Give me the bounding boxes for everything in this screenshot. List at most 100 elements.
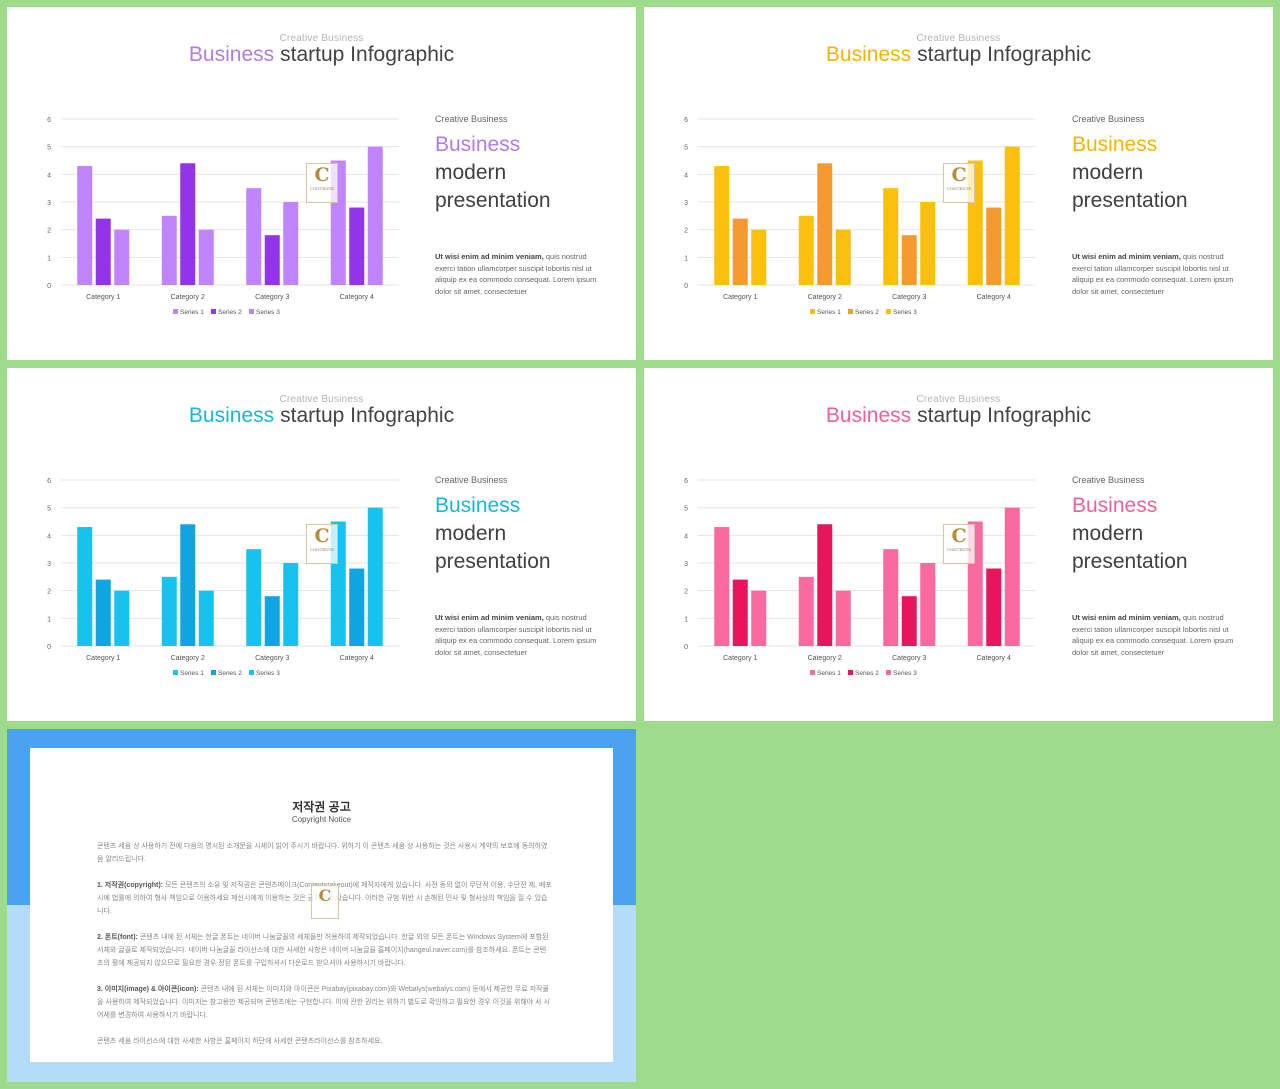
- legend-label: Series 1: [817, 309, 841, 316]
- y-tick-label: 6: [684, 117, 688, 124]
- legend-label: Series 3: [893, 309, 917, 316]
- legend-label: Series 2: [218, 309, 242, 316]
- legend-label: Series 2: [855, 670, 879, 677]
- y-tick-label: 4: [47, 172, 51, 179]
- y-tick-label: 1: [47, 255, 51, 262]
- legend-label: Series 1: [817, 670, 841, 677]
- x-tick-label: Category 2: [808, 294, 842, 301]
- legend-label: Series 1: [180, 309, 204, 316]
- title-accent: Business: [188, 404, 275, 427]
- bar-chart: 0 1 2 3 4 5 6 Category 1 Category 2 Category 3 Cat…: [684, 117, 1036, 316]
- body-rest: quis nostrud exerci tation ullamcorper s…: [1072, 613, 1234, 657]
- legend-label: Series 3: [256, 309, 280, 316]
- title-accent: Business: [188, 43, 275, 66]
- side-heading-accent: Business: [1072, 494, 1158, 517]
- y-tick-label: 1: [684, 616, 688, 623]
- section-3-text: 콘텐츠 내에 된 서체는 이미지와 아이콘은 Pixabay(pixabay.c…: [97, 986, 550, 1019]
- slide-purple: Creative Business Business startup Infogr…: [7, 7, 636, 360]
- watermark-text: CONTENTS: [946, 186, 972, 191]
- x-tick-label: Category 4: [977, 655, 1011, 662]
- title-rest: startup Infographic: [280, 43, 455, 66]
- bar: [920, 563, 936, 646]
- bar: [883, 188, 899, 285]
- bar: [283, 202, 299, 285]
- legend-swatch: [211, 670, 216, 675]
- side-kicker: Creative Business: [435, 114, 508, 124]
- side-heading: modern presentation: [435, 520, 551, 576]
- bar: [1004, 146, 1020, 285]
- bar: [798, 576, 814, 646]
- side-heading-accent: Business: [435, 494, 521, 517]
- side-heading-line2: presentation: [435, 550, 551, 573]
- section-1-heading: 1. 저작권(copyright):: [97, 882, 163, 889]
- copyright-section-2: 2. 폰트(font): 콘텐츠 내에 된 서체는 한글 폰트는 네이버 나눔글…: [97, 931, 552, 970]
- watermark-logo: C CONTENTS: [943, 524, 975, 564]
- copyright-body: 콘텐츠 세움 상 사용하기 전에 다음의 명시된 소개문을 시세이 읽어 주시기…: [97, 840, 552, 1061]
- legend-swatch: [249, 670, 254, 675]
- x-tick-label: Category 4: [340, 294, 374, 301]
- y-tick-label: 4: [47, 533, 51, 540]
- body-rest: quis nostrud exerci tation ullamcorper s…: [435, 252, 597, 296]
- x-tick-label: Category 1: [723, 294, 757, 301]
- bar: [283, 563, 299, 646]
- bar: [751, 590, 767, 646]
- bar: [714, 527, 730, 646]
- bar: [246, 549, 262, 646]
- x-tick-label: Category 2: [171, 655, 205, 662]
- watermark-logo: C CONTENTS: [306, 163, 338, 203]
- y-tick-label: 0: [47, 644, 51, 651]
- slide-pink: Creative Business Business startup Infogr…: [644, 368, 1273, 721]
- legend-swatch: [211, 309, 216, 314]
- watermark-letter: C: [951, 164, 967, 186]
- watermark-logo: C CONTENTS: [306, 524, 338, 564]
- side-heading-accent: Business: [1072, 133, 1158, 156]
- bar: [180, 163, 196, 285]
- legend-swatch: [173, 309, 178, 314]
- y-tick-label: 2: [47, 589, 51, 596]
- bar: [161, 215, 177, 285]
- slide-kicker: Creative Business: [916, 33, 1001, 44]
- y-tick-label: 4: [684, 172, 688, 179]
- slide-title: Business startup Infographic: [644, 404, 1273, 428]
- x-tick-label: Category 4: [340, 655, 374, 662]
- legend-swatch: [249, 309, 254, 314]
- bar-chart: 0 1 2 3 4 5 6 Category 1 Category 2 Category 3 Cat…: [47, 117, 399, 316]
- side-kicker: Creative Business: [1072, 475, 1145, 485]
- side-heading-line2: presentation: [1072, 550, 1188, 573]
- watermark-letter: C: [318, 886, 332, 905]
- body-bold: Ut wisi enim ad minim veniam,: [435, 613, 544, 622]
- bar: [198, 229, 214, 285]
- y-tick-label: 0: [47, 283, 51, 290]
- legend-swatch: [886, 309, 891, 314]
- y-tick-label: 5: [47, 145, 51, 152]
- y-tick-label: 0: [684, 644, 688, 651]
- x-tick-label: Category 3: [892, 655, 926, 662]
- y-tick-label: 3: [684, 200, 688, 207]
- side-body-text: Ut wisi enim ad minim veniam, quis nostr…: [435, 612, 597, 658]
- y-tick-label: 2: [684, 589, 688, 596]
- x-tick-label: Category 1: [86, 655, 120, 662]
- side-heading-line1: modern: [435, 522, 507, 545]
- legend-label: Series 2: [855, 309, 879, 316]
- copyright-slide: 저작권 공고 Copyright Notice 콘텐츠 세움 상 사용하기 전에…: [7, 729, 636, 1082]
- body-rest: quis nostrud exerci tation ullamcorper s…: [435, 613, 597, 657]
- body-bold: Ut wisi enim ad minim veniam,: [435, 252, 544, 261]
- title-rest: startup Infographic: [917, 43, 1092, 66]
- title-rest: startup Infographic: [917, 404, 1092, 427]
- bar: [835, 229, 851, 285]
- copyright-card: 저작권 공고 Copyright Notice 콘텐츠 세움 상 사용하기 전에…: [30, 748, 613, 1062]
- x-tick-label: Category 2: [808, 655, 842, 662]
- y-tick-label: 6: [47, 478, 51, 485]
- bar-chart: 0 1 2 3 4 5 6 Category 1 Category 2 Category 3 Cat…: [47, 478, 399, 677]
- y-tick-label: 0: [684, 283, 688, 290]
- side-kicker: Creative Business: [435, 475, 508, 485]
- slide-yellow: Creative Business Business startup Infogr…: [644, 7, 1273, 360]
- copyright-title: 저작권 공고: [292, 800, 351, 814]
- side-body-text: Ut wisi enim ad minim veniam, quis nostr…: [1072, 251, 1234, 297]
- watermark-letter: C: [314, 525, 330, 547]
- bar-chart: 0 1 2 3 4 5 6 Category 1 Category 2 Category 3 Cat…: [684, 478, 1036, 677]
- bar: [114, 229, 130, 285]
- watermark-text: CONTENTS: [946, 547, 972, 552]
- bar: [732, 218, 748, 285]
- body-bold: Ut wisi enim ad minim veniam,: [1072, 252, 1181, 261]
